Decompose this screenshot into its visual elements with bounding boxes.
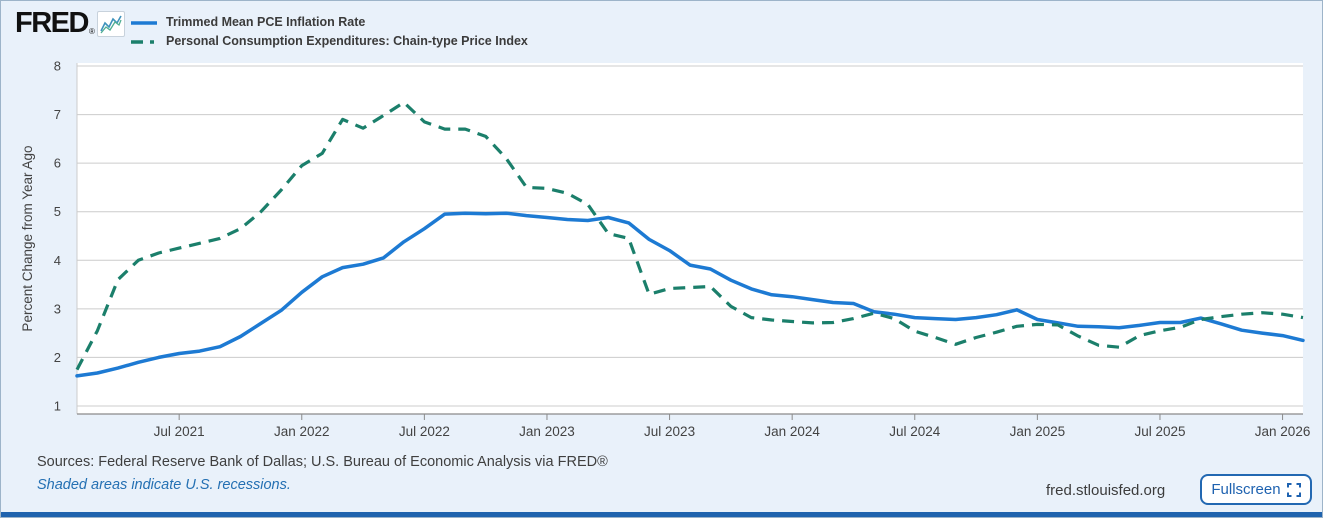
series-line-1 bbox=[75, 100, 1304, 371]
y-axis-tick-label: 1 bbox=[54, 399, 61, 414]
plot-background bbox=[77, 63, 1303, 414]
chart-plot-area[interactable]: 1 2 3 4 5 6 7 8 Jul 2021 Jan 2022 Jul 2022 Jan 2023… bbox=[1, 1, 1323, 451]
legend-line-solid-icon bbox=[131, 13, 157, 31]
x-axis-tick-label: Jul 2024 bbox=[889, 424, 941, 439]
sources-text: Sources: Federal Reserve Bank of Dallas;… bbox=[37, 454, 608, 470]
x-axis-tick-label: Jan 2025 bbox=[1010, 424, 1066, 439]
x-axis-tick-label: Jan 2022 bbox=[274, 424, 330, 439]
y-axis-tick-label: 3 bbox=[54, 301, 61, 316]
x-axis-tick-label: Jul 2025 bbox=[1134, 424, 1185, 439]
registered-trademark: ® bbox=[88, 27, 95, 36]
fred-logo-text: FRED bbox=[15, 7, 89, 39]
x-axis-tick-label: Jan 2024 bbox=[764, 424, 820, 439]
series-line-0 bbox=[75, 211, 1305, 378]
fullscreen-button[interactable]: Fullscreen bbox=[1200, 474, 1312, 505]
legend-item-trimmed-mean: Trimmed Mean PCE Inflation Rate bbox=[131, 12, 528, 31]
legend-line-dashed-icon bbox=[131, 32, 157, 50]
y-axis-tick-label: 5 bbox=[54, 204, 61, 219]
y-axis-tick-label: 6 bbox=[54, 156, 61, 171]
y-axis-tick-label: 4 bbox=[54, 253, 61, 268]
recession-note: Shaded areas indicate U.S. recessions. bbox=[37, 477, 291, 493]
legend-label: Personal Consumption Expenditures: Chain… bbox=[166, 33, 528, 48]
y-axis-tick-label: 8 bbox=[54, 59, 61, 74]
x-axis-tick-label: Jul 2023 bbox=[644, 424, 695, 439]
bottom-accent-bar bbox=[1, 512, 1322, 517]
sparkline-icon bbox=[96, 11, 125, 37]
expand-icon bbox=[1286, 482, 1301, 497]
legend-item-pce-price-index: Personal Consumption Expenditures: Chain… bbox=[131, 31, 528, 50]
x-axis-tick-label: Jan 2023 bbox=[519, 424, 575, 439]
chart-legend: Trimmed Mean PCE Inflation Rate Personal… bbox=[131, 12, 528, 50]
x-axis-tick-label: Jan 2026 bbox=[1255, 424, 1311, 439]
y-axis-title: Percent Change from Year Ago bbox=[20, 145, 35, 331]
fred-logo: FRED ® bbox=[15, 7, 125, 39]
y-axis-tick-label: 7 bbox=[54, 107, 61, 122]
legend-label: Trimmed Mean PCE Inflation Rate bbox=[166, 14, 366, 29]
y-axis-tick-label: 2 bbox=[54, 350, 61, 365]
fullscreen-label: Fullscreen bbox=[1211, 481, 1281, 498]
site-link[interactable]: fred.stlouisfed.org bbox=[1046, 482, 1166, 499]
x-axis-tick-label: Jul 2022 bbox=[399, 424, 450, 439]
x-axis-tick-label: Jul 2021 bbox=[154, 424, 205, 439]
